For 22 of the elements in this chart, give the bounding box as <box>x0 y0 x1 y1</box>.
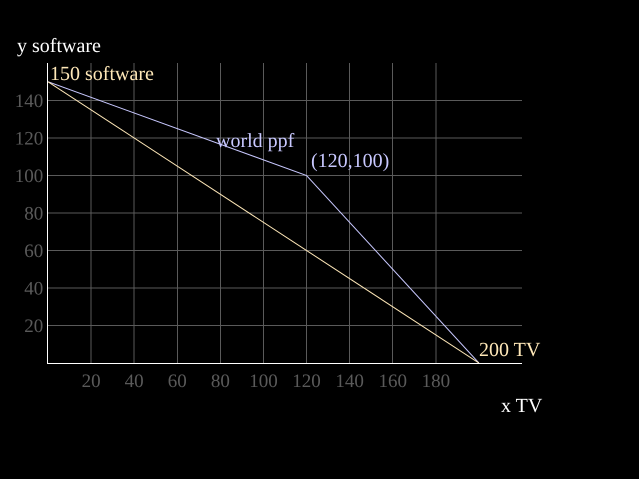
x-tick-label: 60 <box>168 370 187 392</box>
series-label: world ppf <box>216 130 295 152</box>
x-tick-label: 140 <box>335 370 364 392</box>
x-tick-label: 80 <box>210 370 230 392</box>
y-tick-label: 80 <box>24 204 44 225</box>
y-tick-label: 40 <box>24 278 44 300</box>
x-tick-label: 180 <box>422 370 450 392</box>
y-tick-label: 140 <box>14 91 44 112</box>
y-axis-title: y software <box>17 35 101 57</box>
annotation: 150 software <box>50 63 154 85</box>
x-tick-label: 40 <box>124 370 144 392</box>
x-tick-label: 100 <box>249 370 278 392</box>
y-tick-label: 120 <box>14 128 44 150</box>
y-tick-label: 20 <box>24 316 44 338</box>
x-tick-label: 160 <box>378 370 407 392</box>
x-tick-label: 20 <box>82 370 101 392</box>
y-tick-label: 100 <box>14 166 44 188</box>
y-tick-label: 60 <box>24 241 44 262</box>
annotation: 200 TV <box>479 339 541 361</box>
x-axis-title: x TV <box>501 395 543 417</box>
annotation: (120,100) <box>311 150 390 172</box>
x-tick-label: 120 <box>292 370 321 392</box>
